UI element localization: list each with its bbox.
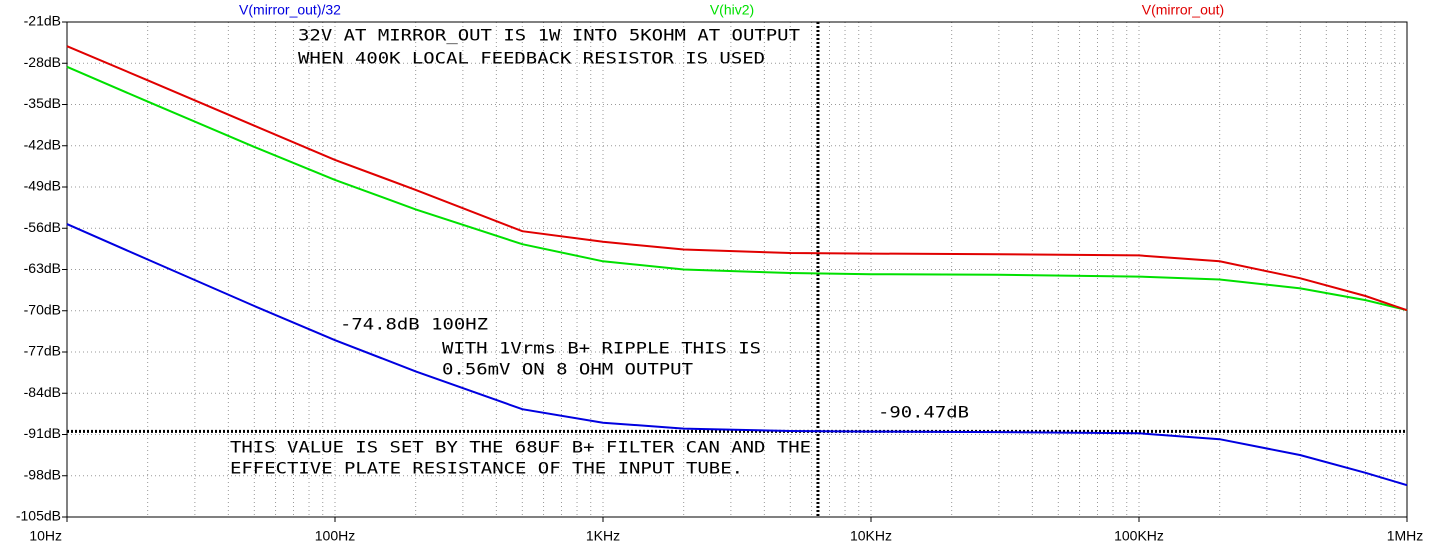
annotation: -74.8dB 100HZ [340,315,488,334]
plot-frame [66,21,1408,518]
legend-entry: V(mirror_out)/32 [239,2,341,18]
legend-entry: V(mirror_out) [1142,2,1224,18]
y-tick-label: -35dB [24,95,61,111]
annotation: THIS VALUE IS SET BY THE 68UF B+ FILTER … [230,438,811,457]
x-tick-label: 100Hz [315,528,355,544]
x-tick-label: 1KHz [586,528,620,544]
annotation: EFFECTIVE PLATE RESISTANCE OF THE INPUT … [230,459,743,478]
y-tick-label: -98dB [24,466,61,482]
legend-entry: V(hiv2) [710,2,754,18]
y-tick-label: -21dB [24,13,61,29]
annotation: WHEN 400K LOCAL FEEDBACK RESISTOR IS USE… [298,49,765,68]
annotation: -90.47dB [878,403,969,422]
y-tick-label: -77dB [24,343,61,359]
y-tick-label: -42dB [24,136,61,152]
x-tick-label: 1MHz [1387,528,1424,544]
y-tick-label: -56dB [24,219,61,235]
annotation: WITH 1Vrms B+ RIPPLE THIS IS [442,339,761,358]
series-line [66,65,1408,312]
y-tick-label: -70dB [24,301,61,317]
y-tick-label: -84dB [24,384,61,400]
x-tick-label: 10Hz [29,528,62,544]
series-line [66,223,1408,487]
x-tick-label: 10KHz [850,528,892,544]
series-line [66,45,1408,312]
annotation: 32V AT MIRROR_OUT IS 1W INTO 5KOHM AT OU… [298,26,800,45]
y-tick-label: -91dB [24,425,61,441]
y-tick-label: -49dB [24,178,61,194]
annotation: 0.56mV ON 8 OHM OUTPUT [442,360,693,379]
y-tick-label: -28dB [24,54,61,70]
y-tick-label: -63dB [24,260,61,276]
y-tick-label: -105dB [16,508,61,524]
x-tick-label: 100KHz [1114,528,1164,544]
